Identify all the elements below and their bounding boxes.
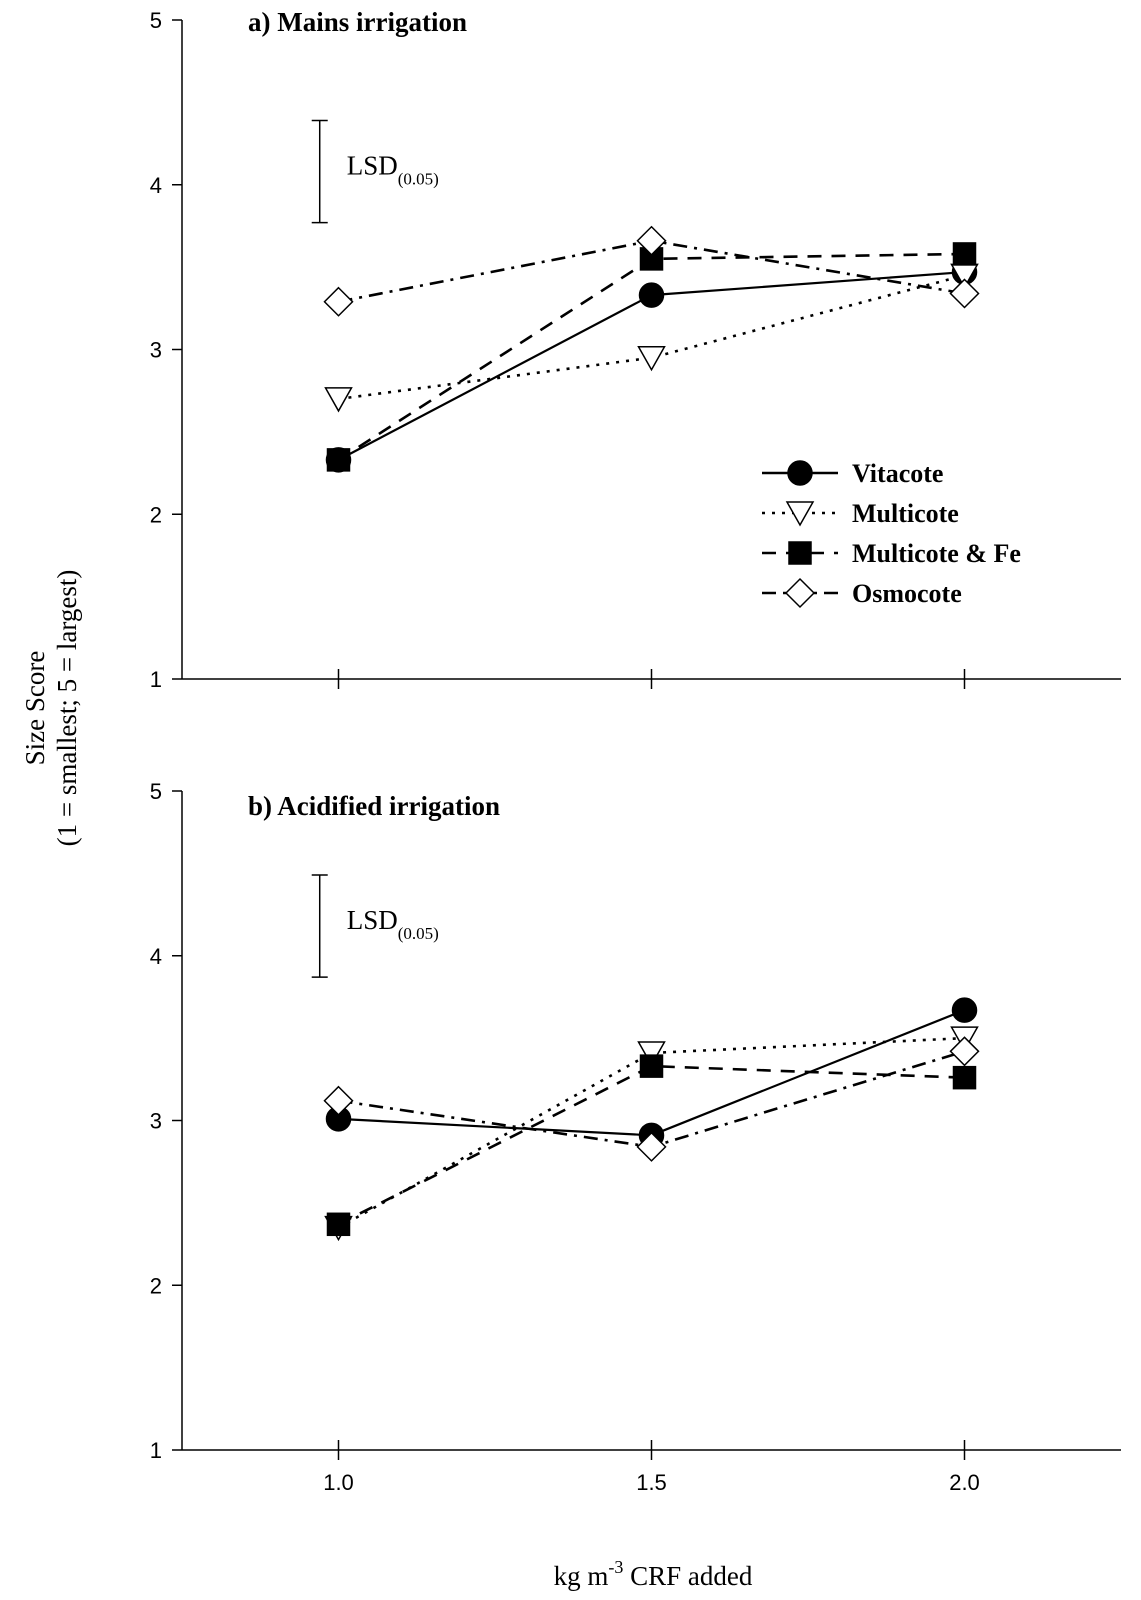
x-tick-label-b: 2.0 [949,1470,980,1495]
point-multicote-fe-b [952,1065,977,1090]
panel-a: 1 2 3 4 5 a) Mains irrigation LSD(0.05) Vitacot… [150,7,1121,692]
legend-marker-osmocote [784,577,816,609]
lsd-label-a: LSD(0.05) [347,151,439,189]
point-multicote-a [637,345,666,372]
y-axis-title-line1: Size Score [20,651,50,766]
lsd-label-b: LSD(0.05) [347,905,439,943]
point-osmocote-b [636,1131,667,1162]
point-osmocote-b [323,1085,354,1116]
point-multicote-fe-a [326,448,351,472]
x-tick-label-b: 1.5 [636,1470,667,1495]
x-axis-title-tail: CRF added [623,1561,753,1591]
point-osmocote-a [949,278,980,309]
legend-label-osmocote: Osmocote [852,579,962,608]
point-vitacote-b [951,997,978,1023]
y-tick-label-b: 2 [150,1273,162,1298]
y-tick-label-b: 3 [150,1109,162,1134]
y-tick-label-a: 2 [150,502,162,527]
point-multicote-b [637,1041,666,1067]
legend: Vitacote Multicote Multicote & Fe Osmocote [762,459,1021,609]
y-tick-label-a: 4 [150,173,162,198]
x-axis-title-main: kg m [554,1561,609,1591]
panel-title-b: b) Acidified irrigation [248,791,500,821]
lsd-bar-a: LSD(0.05) [311,119,439,224]
x-axis-title-sup: -3 [608,1557,623,1577]
legend-marker-multicote [785,501,815,527]
legend-marker-multicote-fe [788,541,812,565]
point-osmocote-a [636,225,667,256]
series-line-multicote-a [338,274,965,401]
y-tick-label-a: 1 [150,667,162,692]
point-osmocote-a [323,286,354,317]
panel-title-a: a) Mains irrigation [248,7,467,37]
series-line-multicote-fe-b [337,1064,965,1226]
lsd-bar-b: LSD(0.05) [311,874,439,978]
y-tick-label-b: 5 [150,779,162,804]
x-tick-label-b: 1.0 [323,1470,354,1495]
y-tick-label-a: 5 [150,8,162,33]
legend-label-vitacote: Vitacote [852,459,943,488]
point-multicote-fe-b [639,1054,664,1078]
x-axis-title: kg m-3 CRF added [554,1557,753,1591]
point-multicote-fe-b [326,1212,351,1237]
y-tick-label-b: 1 [150,1438,162,1463]
panel-b: 1 2 3 4 5 1.0 1.5 2.0 b) Acidified irrigation LSD… [150,779,1121,1495]
y-axis-title-line2: (1 = smallest; 5 = largest) [52,570,82,847]
legend-label-multicote: Multicote [852,499,959,528]
point-multicote-a [324,387,353,413]
point-multicote-fe-a [952,242,977,266]
legend-marker-vitacote [787,460,813,486]
y-tick-label-b: 4 [150,944,162,969]
point-vitacote-a [638,282,665,308]
point-osmocote-b [949,1036,980,1067]
legend-label-multicote-fe: Multicote & Fe [852,539,1021,568]
y-tick-label-a: 3 [150,338,162,363]
